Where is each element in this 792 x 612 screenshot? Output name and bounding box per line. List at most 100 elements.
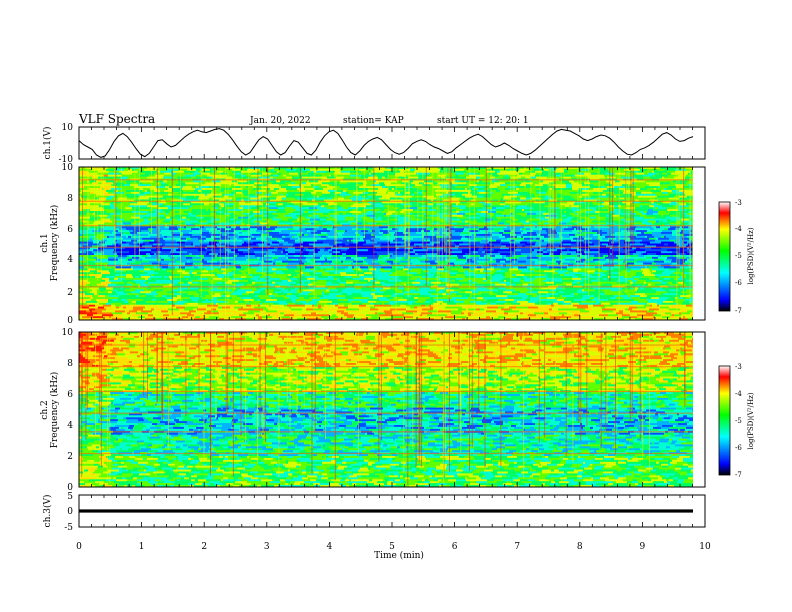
spectrogram-cell — [198, 266, 200, 269]
spectrogram-cell — [366, 168, 374, 172]
spectrogram-cell — [652, 167, 660, 170]
spectrogram-cell — [458, 260, 467, 263]
spectrogram-cell — [79, 167, 81, 170]
spectrogram-cell — [174, 237, 180, 241]
spectrogram-cell — [311, 170, 314, 174]
spectrogram-cell — [312, 241, 323, 244]
spectrogram-cell — [181, 220, 185, 223]
spectrogram-cell — [271, 193, 281, 197]
spectrogram-cell — [258, 216, 263, 219]
spectrogram-cell — [485, 218, 493, 221]
spectrogram-cell — [310, 199, 312, 202]
spectrogram-cell — [466, 256, 469, 260]
spectrogram-cell — [538, 205, 544, 208]
spectrogram-cell — [183, 186, 188, 189]
spectrogram-cell — [500, 247, 509, 250]
spectrogram-cell — [179, 253, 189, 256]
spectrogram-cell — [527, 218, 530, 221]
spectrogram-cell — [417, 243, 422, 246]
spectrogram-cell — [426, 212, 437, 216]
spectrogram-cell — [295, 243, 303, 246]
spectrogram-cell — [523, 176, 525, 179]
spectrogram-cell — [485, 189, 491, 193]
spectrogram-cell — [257, 256, 260, 260]
spectrogram-cell — [196, 214, 203, 218]
spectrogram-cell — [267, 184, 277, 187]
spectrogram-cell — [565, 232, 575, 235]
spectrogram-cell — [667, 220, 677, 223]
spectrogram-cell — [250, 228, 257, 231]
spectrogram-cell — [501, 197, 503, 200]
spectrogram-cell — [430, 262, 438, 265]
spectrogram-cell — [458, 203, 466, 206]
spectrogram-cell — [175, 256, 177, 260]
spectrogram-cell — [641, 218, 651, 221]
spectrogram-cell — [637, 260, 642, 263]
spectrogram-cell — [341, 266, 348, 269]
spectrogram-cell — [145, 172, 154, 175]
spectrogram-cell — [282, 237, 290, 241]
spectrogram-cell — [418, 258, 429, 262]
spectrogram-cell — [684, 170, 690, 174]
spectrogram-cell — [165, 243, 176, 246]
spectrogram-cell — [564, 168, 567, 172]
spectrogram-cell — [430, 226, 438, 229]
spectrogram-cell — [374, 207, 380, 210]
spectrogram-cell — [599, 209, 606, 212]
spectrogram-cell — [554, 222, 559, 225]
spectrogram-cell — [107, 214, 109, 218]
spectrogram-cell — [124, 218, 131, 221]
spectrogram-cell — [680, 255, 690, 258]
spectrogram-cell — [390, 241, 398, 244]
spectrogram-cell — [526, 253, 530, 256]
spectrogram-cell — [470, 176, 476, 179]
spectrogram-cell — [180, 237, 186, 241]
spectrogram-cell — [320, 249, 324, 252]
spectrogram-cell — [226, 201, 235, 204]
spectrogram-cell — [438, 207, 442, 210]
spectrogram-cell — [610, 253, 612, 256]
spectrogram-cell — [173, 239, 176, 242]
spectrogram-cell — [228, 211, 234, 214]
spectrogram-cell — [87, 214, 96, 218]
spectrogram-cell — [242, 188, 253, 191]
spectrogram-cell — [237, 228, 239, 231]
spectrogram-cell — [273, 180, 276, 183]
spectrogram-cell — [311, 184, 313, 187]
spectrogram-cell — [190, 235, 201, 239]
spectrogram-cell — [153, 266, 157, 269]
spectrogram-cell — [118, 243, 122, 246]
spectrogram-cell — [414, 191, 417, 195]
spectrogram-cell — [507, 168, 512, 172]
spectrogram-cell — [654, 170, 658, 174]
spectrogram-cell — [455, 230, 463, 233]
spectrogram-cell — [329, 174, 331, 177]
spectrogram-cell — [481, 211, 488, 214]
spectrogram-cell — [542, 220, 544, 223]
spectrogram-cell — [206, 176, 209, 179]
spectrogram-cell — [399, 233, 401, 237]
spectrogram-cell — [262, 220, 267, 223]
spectrogram-cell — [626, 228, 629, 231]
spectrogram-cell — [579, 216, 590, 219]
spectrogram-cell — [400, 253, 404, 256]
spectrogram-cell — [477, 184, 486, 187]
spectrogram-cell — [216, 239, 221, 242]
spectrogram-cell — [452, 233, 460, 237]
spectrogram-cell — [129, 243, 138, 246]
spectrogram-cell — [263, 212, 266, 216]
spectrogram-cell — [540, 197, 543, 200]
spectrogram-cell — [631, 255, 638, 258]
spectrogram-cell — [626, 203, 630, 206]
spectrogram-cell — [172, 209, 179, 212]
spectrogram-cell — [579, 241, 581, 244]
spectrogram-cell — [533, 230, 542, 233]
spectrogram-cell — [133, 266, 144, 269]
spectrogram-cell — [228, 199, 232, 202]
spectrogram-cell — [494, 214, 496, 218]
spectrogram-cell — [669, 197, 679, 200]
spectrogram-cell — [145, 230, 149, 233]
spectrogram-cell — [514, 209, 522, 212]
spectrogram-cell — [627, 230, 636, 233]
spectrogram-cell — [477, 220, 484, 223]
